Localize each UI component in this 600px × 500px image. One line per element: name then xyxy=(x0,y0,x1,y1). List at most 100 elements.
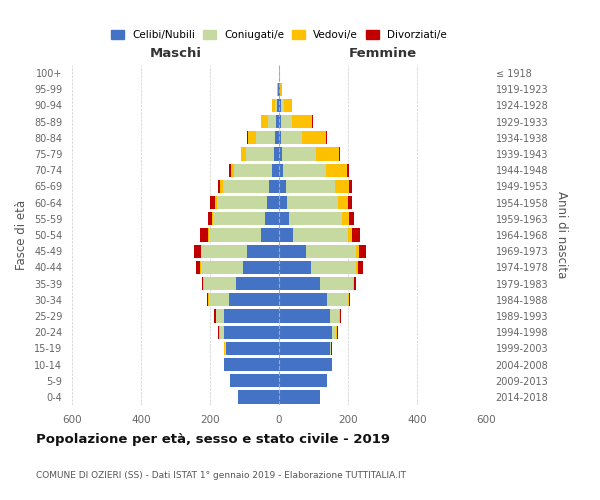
Bar xyxy=(202,244,247,258)
Bar xyxy=(261,115,262,128)
Bar xyxy=(224,358,279,371)
Bar xyxy=(272,164,279,177)
Bar xyxy=(336,326,337,339)
Bar xyxy=(217,196,267,209)
Bar xyxy=(279,374,326,388)
Bar xyxy=(279,390,320,404)
Bar xyxy=(326,164,347,177)
Bar xyxy=(216,310,224,322)
Bar xyxy=(326,131,327,144)
Bar xyxy=(356,244,359,258)
Bar xyxy=(268,115,276,128)
Bar xyxy=(243,260,279,274)
Bar xyxy=(267,196,279,209)
Bar xyxy=(293,228,348,241)
Bar xyxy=(208,228,209,241)
Bar xyxy=(214,212,265,226)
Bar xyxy=(238,390,279,404)
Bar xyxy=(305,244,356,258)
Bar xyxy=(279,358,332,371)
Y-axis label: Fasce di età: Fasce di età xyxy=(16,200,28,270)
Bar xyxy=(224,326,279,339)
Bar xyxy=(200,228,208,241)
Bar xyxy=(208,293,209,306)
Bar xyxy=(204,277,236,290)
Bar xyxy=(302,131,326,144)
Bar xyxy=(352,228,360,241)
Bar xyxy=(230,374,279,388)
Bar xyxy=(218,180,220,193)
Bar xyxy=(279,148,282,160)
Bar xyxy=(225,342,226,355)
Bar xyxy=(274,148,279,160)
Bar xyxy=(275,131,279,144)
Bar xyxy=(279,244,305,258)
Bar xyxy=(224,310,279,322)
Bar xyxy=(348,228,352,241)
Bar xyxy=(316,148,339,160)
Bar xyxy=(211,196,215,209)
Bar xyxy=(326,293,348,306)
Bar xyxy=(247,131,248,144)
Bar xyxy=(279,82,280,96)
Bar xyxy=(320,277,353,290)
Bar xyxy=(279,293,326,306)
Text: Femmine: Femmine xyxy=(349,47,416,60)
Bar xyxy=(279,326,332,339)
Bar xyxy=(348,293,349,306)
Bar xyxy=(279,164,283,177)
Bar xyxy=(349,293,350,306)
Bar xyxy=(279,196,287,209)
Bar xyxy=(209,228,261,241)
Bar xyxy=(289,212,342,226)
Bar xyxy=(354,277,356,290)
Bar xyxy=(206,293,208,306)
Bar xyxy=(348,196,352,209)
Bar xyxy=(281,115,292,128)
Y-axis label: Anni di nascita: Anni di nascita xyxy=(555,192,568,278)
Bar xyxy=(203,277,204,290)
Bar xyxy=(279,228,293,241)
Bar xyxy=(215,310,216,322)
Text: COMUNE DI OZIERI (SS) - Dati ISTAT 1° gennaio 2019 - Elaborazione TUTTITALIA.IT: COMUNE DI OZIERI (SS) - Dati ISTAT 1° ge… xyxy=(36,470,406,480)
Bar xyxy=(281,131,302,144)
Bar xyxy=(286,180,335,193)
Bar xyxy=(215,196,217,209)
Bar xyxy=(332,326,336,339)
Bar xyxy=(279,342,330,355)
Bar xyxy=(269,180,279,193)
Bar xyxy=(339,148,340,160)
Bar xyxy=(340,310,341,322)
Bar xyxy=(226,342,279,355)
Bar xyxy=(356,260,358,274)
Bar xyxy=(256,131,275,144)
Bar xyxy=(279,180,286,193)
Bar xyxy=(214,310,215,322)
Legend: Celibi/Nubili, Coniugati/e, Vedovi/e, Divorziati/e: Celibi/Nubili, Coniugati/e, Vedovi/e, Di… xyxy=(107,26,451,44)
Bar xyxy=(279,260,311,274)
Bar xyxy=(262,115,268,128)
Text: Maschi: Maschi xyxy=(149,47,202,60)
Bar xyxy=(359,244,366,258)
Bar xyxy=(279,99,281,112)
Bar xyxy=(276,115,279,128)
Bar xyxy=(337,326,338,339)
Bar xyxy=(247,244,279,258)
Bar xyxy=(234,164,272,177)
Bar xyxy=(349,180,352,193)
Bar xyxy=(220,326,224,339)
Bar xyxy=(279,131,281,144)
Bar xyxy=(277,82,278,96)
Bar xyxy=(209,293,229,306)
Bar xyxy=(272,99,275,112)
Bar xyxy=(265,212,279,226)
Bar xyxy=(220,180,223,193)
Bar xyxy=(279,212,289,226)
Text: Popolazione per età, sesso e stato civile - 2019: Popolazione per età, sesso e stato civil… xyxy=(36,432,390,446)
Bar xyxy=(282,148,316,160)
Bar xyxy=(212,212,214,226)
Bar xyxy=(218,326,219,339)
Bar xyxy=(248,131,256,144)
Bar xyxy=(208,212,212,226)
Bar xyxy=(200,260,243,274)
